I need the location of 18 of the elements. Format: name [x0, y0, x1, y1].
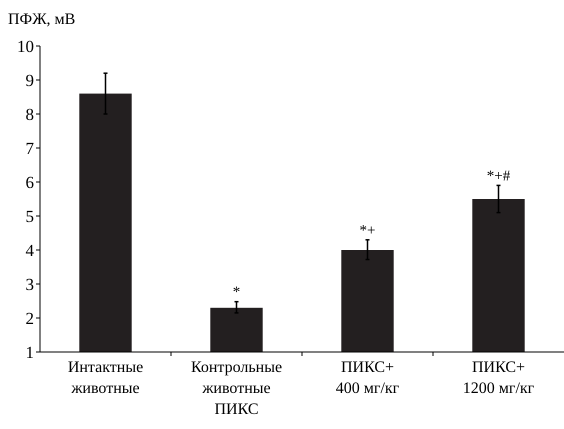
y-tick-label: 1	[26, 342, 34, 362]
annotation: *	[232, 284, 240, 301]
x-tick-label: Контрольные животные ПИКС	[190, 359, 282, 418]
x-tick-label: ПИКС+ 400 мг/кг	[336, 359, 400, 397]
x-tick-label: ПИКС+ 1200 мг/кг	[462, 359, 535, 397]
y-axis-title: ПФЖ, мВ	[8, 11, 76, 28]
x-tick-label: Интактные животные	[68, 359, 144, 397]
y-tick-label: 10	[17, 36, 34, 56]
y-tick-label: 5	[26, 206, 34, 226]
y-tick-label: 8	[26, 104, 34, 124]
annotation: *+#	[486, 168, 511, 184]
y-tick-label: 7	[26, 138, 34, 158]
y-tick-label: 9	[26, 70, 34, 90]
annotation: *+	[360, 222, 376, 239]
y-tick-label: 3	[26, 274, 34, 294]
y-tick-label: 6	[26, 172, 34, 192]
y-tick-label: 2	[26, 308, 34, 328]
y-tick-label: 4	[26, 240, 34, 260]
